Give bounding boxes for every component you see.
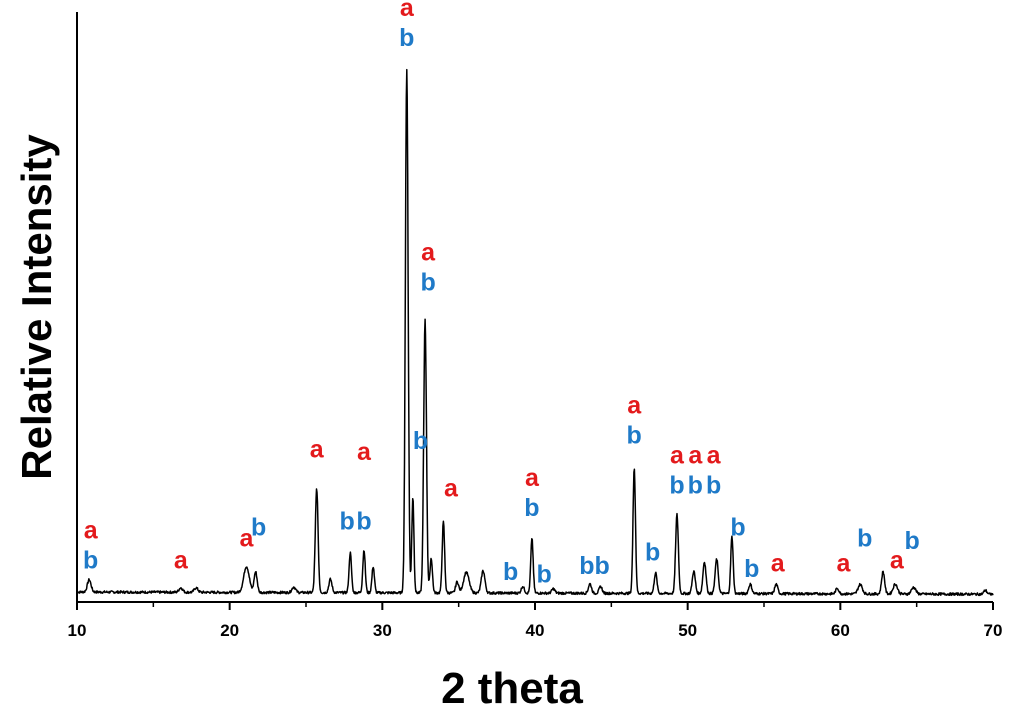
peak-label-a: a bbox=[400, 0, 415, 22]
peak-label-a: a bbox=[310, 435, 325, 463]
y-axis-label: Relative Intensity bbox=[13, 134, 60, 480]
peak-label-b: b bbox=[730, 513, 745, 541]
peak-label-b: b bbox=[645, 538, 660, 566]
peak-label-a: a bbox=[525, 464, 540, 492]
x-tick-label: 20 bbox=[220, 621, 239, 640]
peak-label-b: b bbox=[537, 561, 552, 589]
x-tick-label: 60 bbox=[831, 621, 850, 640]
peak-label-a: a bbox=[707, 442, 722, 470]
peak-label-b: b bbox=[579, 552, 594, 580]
peak-label-a: a bbox=[688, 442, 703, 470]
peak-label-b: b bbox=[688, 472, 703, 500]
peak-label-b: b bbox=[399, 24, 414, 52]
peak-label-a: a bbox=[771, 549, 786, 577]
peak-label-a: a bbox=[670, 442, 685, 470]
peak-label-b: b bbox=[669, 472, 684, 500]
peak-label-b: b bbox=[706, 472, 721, 500]
peak-label-b: b bbox=[595, 552, 610, 580]
x-tick-label: 10 bbox=[68, 621, 87, 640]
peak-label-b: b bbox=[420, 269, 435, 297]
peak-label-b: b bbox=[627, 422, 642, 450]
peak-label-a: a bbox=[84, 517, 99, 545]
peak-label-b: b bbox=[744, 555, 759, 583]
peak-label-a: a bbox=[240, 524, 255, 552]
peak-label-b: b bbox=[503, 558, 518, 586]
x-tick-label: 50 bbox=[678, 621, 697, 640]
x-tick-label: 30 bbox=[373, 621, 392, 640]
peak-label-b: b bbox=[340, 508, 355, 536]
peak-label-a: a bbox=[421, 239, 436, 267]
x-tick-label: 70 bbox=[984, 621, 1003, 640]
peak-label-a: a bbox=[357, 438, 372, 466]
x-tick-label: 40 bbox=[526, 621, 545, 640]
peak-label-a: a bbox=[890, 547, 905, 575]
peak-label-b: b bbox=[413, 427, 428, 455]
x-axis-label: 2 theta bbox=[441, 664, 583, 713]
axes: 10 20 30 40 50 60 70 bbox=[68, 12, 1003, 640]
peak-label-b: b bbox=[904, 527, 919, 555]
peak-label-b: b bbox=[83, 547, 98, 575]
peak-label-b: b bbox=[251, 513, 266, 541]
peak-label-b: b bbox=[857, 524, 872, 552]
xrd-pattern-line bbox=[76, 68, 994, 597]
peak-label-a: a bbox=[444, 474, 459, 502]
plot-area bbox=[76, 68, 994, 597]
peak-label-b: b bbox=[356, 508, 371, 536]
peak-label-a: a bbox=[836, 549, 851, 577]
peak-label-a: a bbox=[174, 547, 189, 575]
peak-label-b: b bbox=[524, 494, 539, 522]
peak-label-a: a bbox=[627, 392, 642, 420]
